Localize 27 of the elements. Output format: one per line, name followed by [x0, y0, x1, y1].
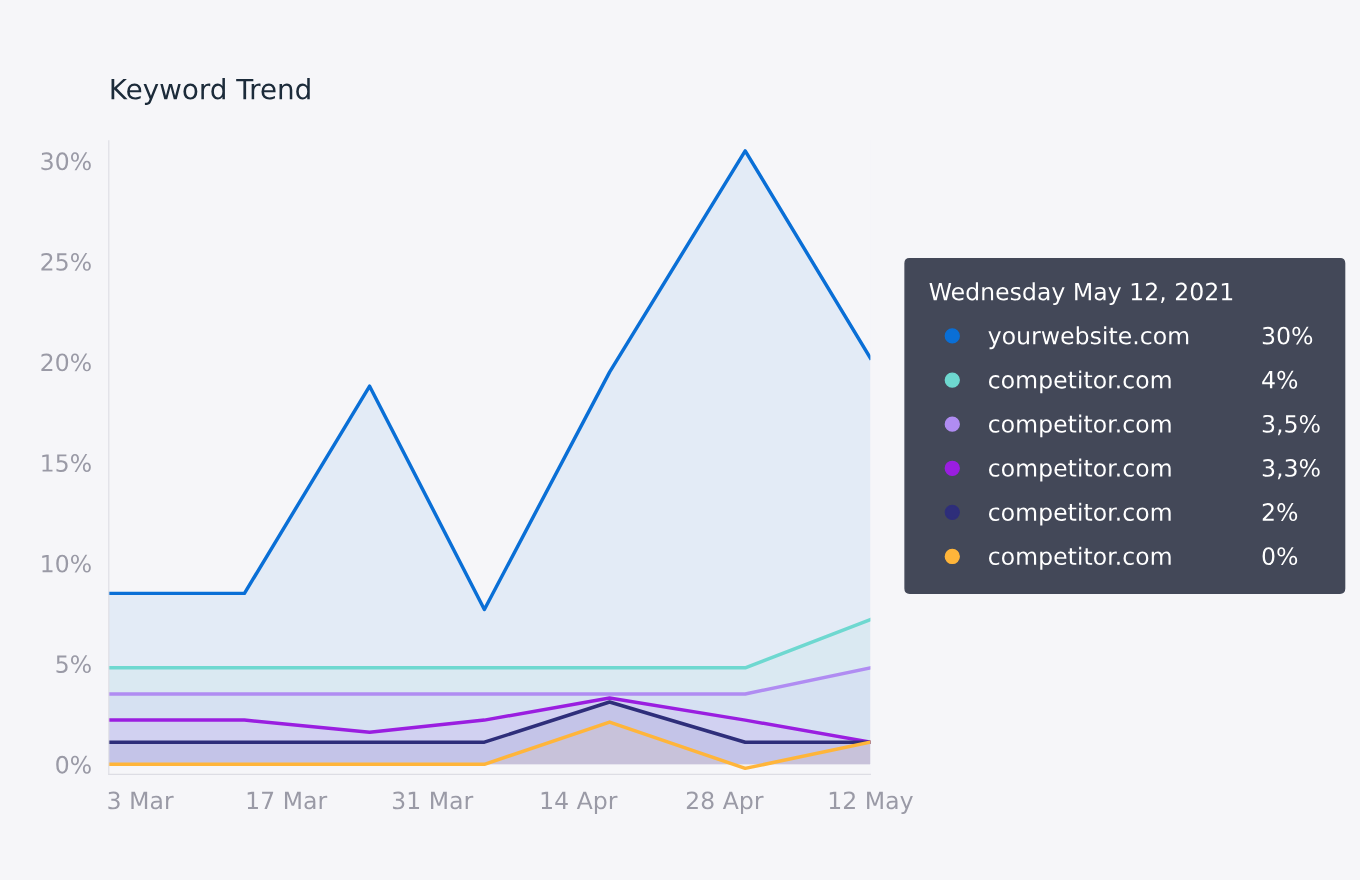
text: 4% [1262, 370, 1298, 389]
legend-label: competitor.com [988, 414, 1171, 438]
x-tick-label: 14 Apr [541, 791, 618, 814]
x-tick-label: 17 Mar [247, 791, 328, 810]
legend-label: competitor.com [988, 502, 1171, 526]
y-tick-label: 25% [41, 252, 91, 271]
text: 0% [1262, 547, 1298, 566]
legend-label: competitor.com [988, 370, 1171, 394]
text: 3,3% [1262, 459, 1320, 480]
legend-title: Wednesday May 12, 2021 [929, 282, 1233, 306]
text: 2% [1262, 503, 1298, 521]
chart-title: Keyword Trend [111, 78, 310, 105]
y-tick-label: 5% [56, 655, 91, 674]
legend-label: competitor.com [988, 546, 1171, 570]
x-tick-label: 12 May [829, 791, 913, 814]
y-tick-label: 30% [41, 152, 91, 171]
x-tick-label: 31 Mar [392, 791, 474, 810]
x-tick-label: 28 Apr [686, 791, 764, 814]
y-tick-label: 10% [42, 554, 91, 573]
text: 3,5% [1262, 414, 1320, 436]
legend-label: competitor.com [988, 458, 1171, 482]
y-tick-label: 20% [41, 353, 91, 372]
y-tick-label: 0% [56, 755, 91, 774]
y-tick-label: 15% [42, 454, 91, 472]
legend-label: yourwebsite.com [988, 326, 1189, 350]
text: 30% [1262, 326, 1313, 345]
x-tick-label: 3 Mar [108, 791, 174, 810]
